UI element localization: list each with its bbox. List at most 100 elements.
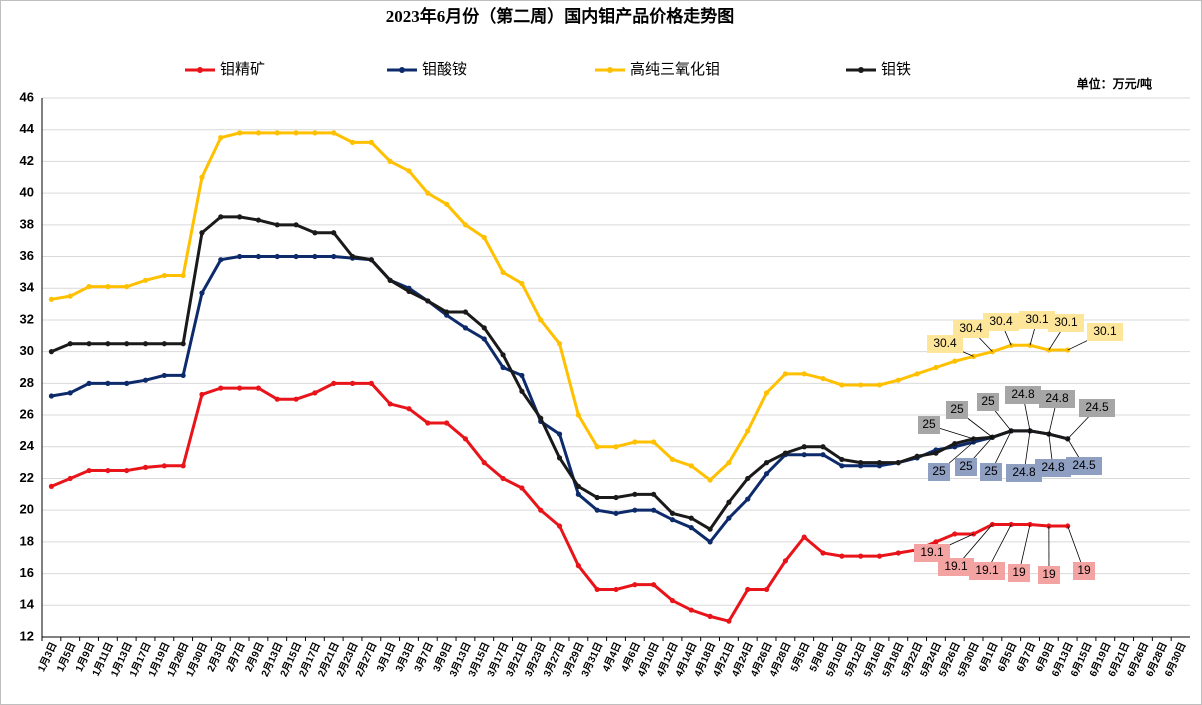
data-point (406, 406, 412, 412)
data-point (368, 257, 374, 263)
data-point (575, 412, 581, 418)
data-point (801, 534, 807, 540)
data-point (180, 272, 186, 279)
data-point (632, 491, 638, 497)
data-point (86, 380, 92, 386)
data-point (726, 515, 732, 521)
callout-box (1035, 459, 1071, 477)
data-point (255, 130, 262, 136)
data-point (180, 341, 186, 347)
y-tick-label: 30 (20, 343, 34, 358)
data-point (726, 499, 732, 505)
data-point (462, 325, 469, 331)
data-point (387, 401, 393, 407)
data-point (669, 517, 676, 523)
data-point (368, 380, 374, 386)
data-point (538, 415, 544, 421)
callout-box (980, 463, 1002, 481)
data-point (782, 450, 788, 456)
data-point (199, 230, 205, 236)
data-point (349, 380, 356, 386)
y-tick-label: 22 (20, 470, 34, 485)
data-point (481, 325, 487, 331)
data-point (895, 460, 901, 466)
callout-box (1038, 566, 1060, 584)
y-tick-label: 16 (20, 565, 34, 580)
data-point (462, 309, 469, 315)
data-point (876, 382, 883, 388)
data-point (331, 130, 337, 136)
legend-label: 钼精矿 (220, 61, 265, 78)
callout-box (1073, 562, 1095, 580)
data-point (632, 507, 638, 513)
data-point (293, 396, 299, 402)
data-point (933, 364, 939, 371)
data-point (858, 382, 864, 388)
legend-label: 高纯三氧化钼 (630, 61, 720, 78)
callout-label: 30.1 (1093, 324, 1117, 338)
data-point (199, 391, 205, 398)
callout-label: 24.8 (1012, 465, 1036, 479)
data-point (519, 388, 525, 394)
data-point (839, 463, 845, 469)
data-point (688, 525, 694, 531)
data-point (161, 272, 167, 279)
y-tick-label: 44 (20, 121, 35, 136)
callout-box (977, 393, 999, 411)
callout-label: 24.5 (1072, 458, 1096, 472)
data-point (952, 440, 958, 447)
data-point (481, 234, 487, 241)
legend-marker (399, 67, 405, 73)
data-point (933, 450, 939, 456)
data-point (124, 284, 130, 290)
data-point (387, 158, 393, 165)
y-tick-label: 40 (20, 185, 34, 200)
data-point (86, 467, 92, 474)
data-point (613, 494, 619, 501)
data-point (858, 553, 864, 559)
data-point (745, 475, 751, 482)
y-tick-label: 42 (20, 153, 34, 168)
data-point (331, 253, 337, 260)
data-point (914, 371, 920, 377)
data-point (594, 444, 600, 450)
data-point (519, 372, 525, 379)
y-tick-label: 14 (20, 597, 35, 612)
data-point (312, 390, 318, 396)
callout-box (946, 401, 968, 419)
data-point (67, 341, 73, 347)
y-tick-label: 46 (20, 89, 34, 104)
data-point (312, 130, 318, 136)
data-point (293, 222, 299, 228)
chart-title: 2023年6月份（第二周）国内钼产品价格走势图 (386, 6, 735, 26)
y-tick-label: 24 (20, 438, 35, 453)
data-point (782, 558, 788, 564)
legend-marker (607, 67, 613, 73)
data-point (801, 452, 807, 458)
y-tick-label: 38 (20, 216, 34, 231)
data-point (538, 507, 544, 513)
callout-box (1087, 323, 1123, 341)
data-point (726, 460, 732, 466)
data-point (820, 375, 826, 382)
data-point (763, 460, 770, 466)
data-point (48, 349, 55, 355)
data-point (801, 444, 807, 450)
callout-box (955, 458, 977, 476)
data-point (105, 380, 111, 386)
data-point (48, 483, 55, 489)
y-tick-label: 12 (20, 628, 34, 643)
data-point (124, 380, 130, 386)
legend-label: 钼铁 (881, 61, 911, 78)
callout-box (1066, 457, 1102, 475)
y-tick-label: 36 (20, 248, 34, 263)
callout-label: 19 (1042, 567, 1056, 581)
data-point (763, 471, 770, 477)
data-point (368, 139, 374, 145)
data-point (274, 130, 280, 136)
data-point (632, 439, 638, 445)
data-point (331, 380, 337, 386)
data-point (161, 341, 167, 347)
